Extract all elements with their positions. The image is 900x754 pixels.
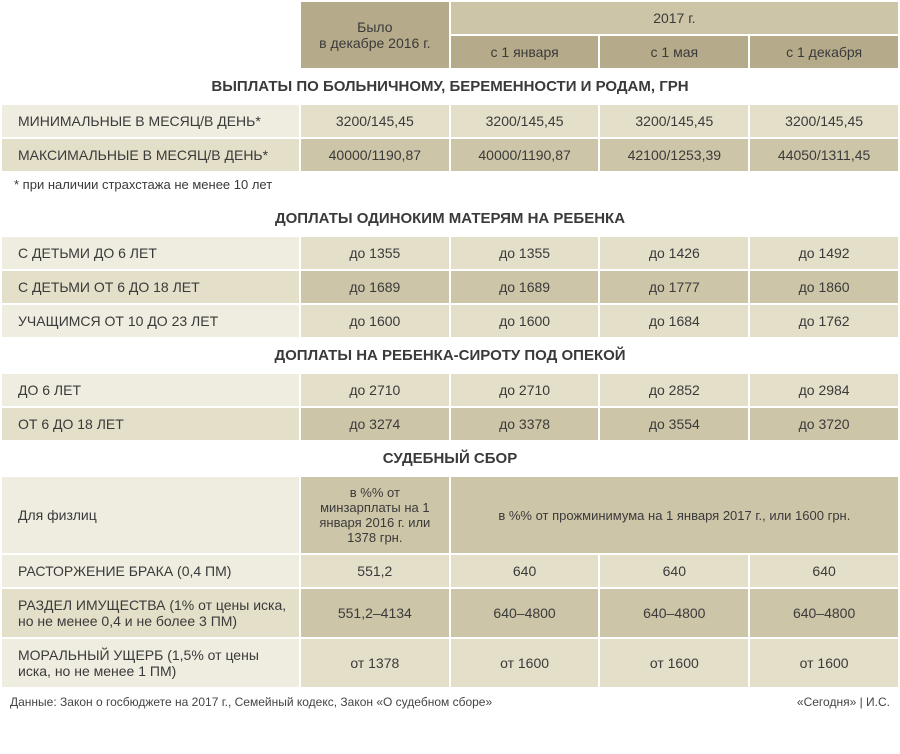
cell: 40000/1190,87 [450,138,600,172]
cell: до 3720 [749,407,899,441]
cell: 640–4800 [749,588,899,638]
cell: до 1860 [749,270,899,304]
table-row: УЧАЩИМСЯ ОТ 10 ДО 23 ЛЕТ до 1600 до 1600… [1,304,899,338]
row-label: МОРАЛЬНЫЙ УЩЕРБ (1,5% от цены иска, но н… [1,638,300,688]
cell: до 2852 [599,373,749,407]
cell: от 1378 [300,638,450,688]
source-right: «Сегодня» | И.С. [797,695,890,709]
section-1-title: ВЫПЛАТЫ ПО БОЛЬНИЧНОМУ, БЕРЕМЕННОСТИ И Р… [1,69,899,104]
table-row: МИНИМАЛЬНЫЕ В МЕСЯЦ/В ДЕНЬ* 3200/145,45 … [1,104,899,138]
row-label: С ДЕТЬМИ ДО 6 ЛЕТ [1,236,300,270]
row-label: ДО 6 ЛЕТ [1,373,300,407]
cell: до 3378 [450,407,600,441]
section-1-footnote: * при наличии страхстажа не менее 10 лет [1,172,899,201]
cell: до 2710 [300,373,450,407]
section-4-title: СУДЕБНЫЙ СБОР [1,441,899,476]
payments-table: Было в декабре 2016 г. 2017 г. с 1 январ… [0,0,900,689]
cell: до 2984 [749,373,899,407]
header-row-1: Было в декабре 2016 г. 2017 г. [1,1,899,35]
cell: 640 [599,554,749,588]
table-row: МАКСИМАЛЬНЫЕ В МЕСЯЦ/В ДЕНЬ* 40000/1190,… [1,138,899,172]
table-row: С ДЕТЬМИ ДО 6 ЛЕТ до 1355 до 1355 до 142… [1,236,899,270]
table-row: МОРАЛЬНЫЙ УЩЕРБ (1,5% от цены иска, но н… [1,638,899,688]
header-2016: Было в декабре 2016 г. [300,1,450,69]
cell: от 1600 [450,638,600,688]
table-row: ОТ 6 ДО 18 ЛЕТ до 3274 до 3378 до 3554 д… [1,407,899,441]
cell: до 1600 [300,304,450,338]
header-dec: с 1 декабря [749,35,899,69]
cell: до 1600 [450,304,600,338]
cell: 640 [749,554,899,588]
cell: до 1684 [599,304,749,338]
cell: 640 [450,554,600,588]
cell: до 3554 [599,407,749,441]
table-row: ДО 6 ЛЕТ до 2710 до 2710 до 2852 до 2984 [1,373,899,407]
header-2017-year: 2017 г. [450,1,899,35]
cell: до 1355 [300,236,450,270]
row-label: РАСТОРЖЕНИЕ БРАКА (0,4 ПМ) [1,554,300,588]
subheader-2017: в %% от прожминимума на 1 января 2017 г.… [450,476,899,554]
subheader-2016: в %% от минзарплаты на 1 января 2016 г. … [300,476,450,554]
cell: до 1777 [599,270,749,304]
cell: 3200/145,45 [450,104,600,138]
cell: до 1492 [749,236,899,270]
cell: от 1600 [749,638,899,688]
section-3-title: ДОПЛАТЫ НА РЕБЕНКА-СИРОТУ ПОД ОПЕКОЙ [1,338,899,373]
cell: 551,2–4134 [300,588,450,638]
cell: 3200/145,45 [300,104,450,138]
cell: 40000/1190,87 [300,138,450,172]
cell: до 1762 [749,304,899,338]
cell: до 1426 [599,236,749,270]
section-4-subheader: Для физлиц в %% от минзарплаты на 1 янва… [1,476,899,554]
cell: 3200/145,45 [599,104,749,138]
cell: 551,2 [300,554,450,588]
subheader-label: Для физлиц [1,476,300,554]
header-jan: с 1 января [450,35,600,69]
table-row: С ДЕТЬМИ ОТ 6 ДО 18 ЛЕТ до 1689 до 1689 … [1,270,899,304]
cell: до 2710 [450,373,600,407]
header-may: с 1 мая [599,35,749,69]
row-label: УЧАЩИМСЯ ОТ 10 ДО 23 ЛЕТ [1,304,300,338]
cell: 3200/145,45 [749,104,899,138]
cell: до 1689 [450,270,600,304]
cell: 44050/1311,45 [749,138,899,172]
row-label: ОТ 6 ДО 18 ЛЕТ [1,407,300,441]
table-row: РАЗДЕЛ ИМУЩЕСТВА (1% от цены иска, но не… [1,588,899,638]
section-2-title: ДОПЛАТЫ ОДИНОКИМ МАТЕРЯМ НА РЕБЕНКА [1,201,899,236]
source-left: Данные: Закон о госбюджете на 2017 г., С… [10,695,492,709]
cell: от 1600 [599,638,749,688]
row-label: С ДЕТЬМИ ОТ 6 ДО 18 ЛЕТ [1,270,300,304]
row-label: МИНИМАЛЬНЫЕ В МЕСЯЦ/В ДЕНЬ* [1,104,300,138]
row-label: МАКСИМАЛЬНЫЕ В МЕСЯЦ/В ДЕНЬ* [1,138,300,172]
cell: 640–4800 [450,588,600,638]
cell: 640–4800 [599,588,749,638]
cell: до 3274 [300,407,450,441]
cell: 42100/1253,39 [599,138,749,172]
source-line: Данные: Закон о госбюджете на 2017 г., С… [0,689,900,715]
cell: до 1689 [300,270,450,304]
table-row: РАСТОРЖЕНИЕ БРАКА (0,4 ПМ) 551,2 640 640… [1,554,899,588]
cell: до 1355 [450,236,600,270]
row-label: РАЗДЕЛ ИМУЩЕСТВА (1% от цены иска, но не… [1,588,300,638]
